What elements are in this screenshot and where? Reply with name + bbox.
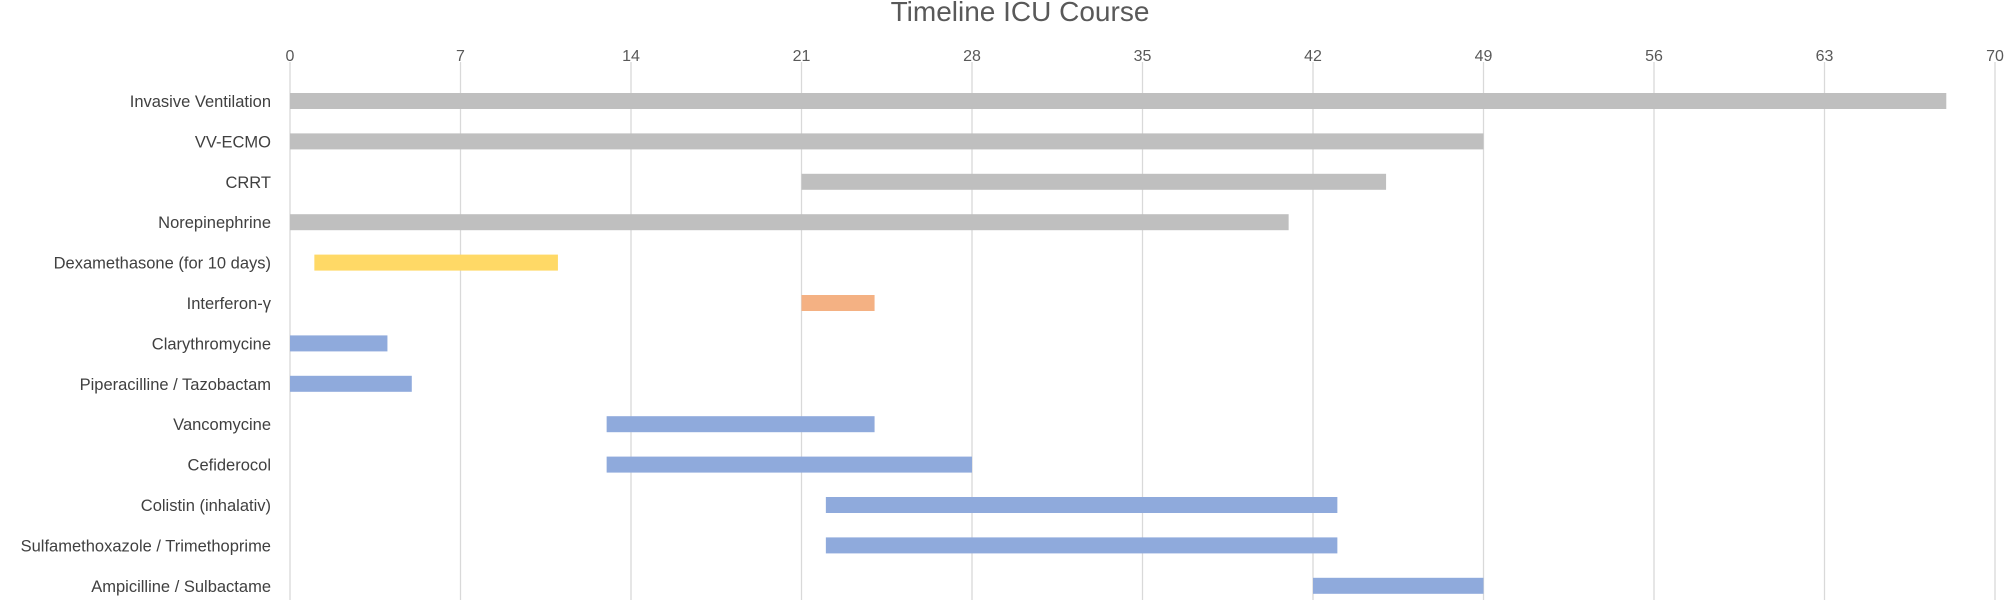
category-label: Colistin (inhalativ)	[141, 497, 271, 515]
x-tick-label: 35	[1134, 48, 1152, 65]
category-label: Cefiderocol	[188, 457, 271, 475]
timeline-bar	[314, 254, 558, 271]
timeline-bar	[290, 93, 1947, 109]
timeline-bar	[290, 133, 1484, 150]
gridlines	[289, 62, 1996, 600]
chart-title: Timeline ICU Course	[891, 0, 1150, 27]
category-labels: Invasive Ventilation VV-ECMO CRRT Norepinep…	[21, 93, 272, 596]
category-label: Piperacilline / Tazobactam	[80, 376, 271, 394]
timeline-bar	[801, 173, 1387, 190]
timeline-bar	[290, 214, 1289, 231]
x-tick-label: 28	[963, 48, 981, 65]
category-label: Sulfamethoxazole / Trimethoprime	[21, 537, 271, 555]
x-tick-label: 42	[1304, 48, 1322, 65]
timeline-bar	[801, 295, 875, 311]
x-tick-label: 14	[622, 48, 640, 65]
x-tick-label: 21	[793, 48, 811, 65]
timeline-bar	[290, 335, 388, 352]
category-label: CRRT	[225, 174, 271, 192]
category-label: Dexamethasone (for 10 days)	[54, 255, 271, 273]
x-tick-label: 63	[1816, 48, 1834, 65]
timeline-bar	[825, 537, 1338, 554]
timeline-bar	[1313, 577, 1484, 594]
timeline-bar	[606, 456, 972, 473]
category-label: Clarythromycine	[152, 335, 271, 353]
timeline-bar	[606, 416, 875, 433]
timeline-bar	[825, 497, 1338, 513]
x-tick-label: 7	[456, 48, 465, 65]
x-tick-label: 56	[1645, 48, 1663, 65]
timeline-bar	[290, 375, 412, 392]
x-tick-label: 70	[1986, 48, 2004, 65]
x-tick-label: 49	[1475, 48, 1493, 65]
x-axis-ticks: 0 7 14 21 28 35 42 49 56 63 70	[286, 48, 2004, 65]
x-tick-label: 0	[286, 48, 295, 65]
bars	[290, 93, 1947, 594]
category-label: Vancomycine	[173, 416, 271, 434]
category-label: Norepinephrine	[158, 214, 271, 232]
category-label: Invasive Ventilation	[130, 93, 271, 111]
category-label: VV-ECMO	[195, 133, 271, 151]
category-label: Ampicilline / Sulbactame	[91, 578, 271, 596]
category-label: Interferon-γ	[187, 295, 272, 313]
